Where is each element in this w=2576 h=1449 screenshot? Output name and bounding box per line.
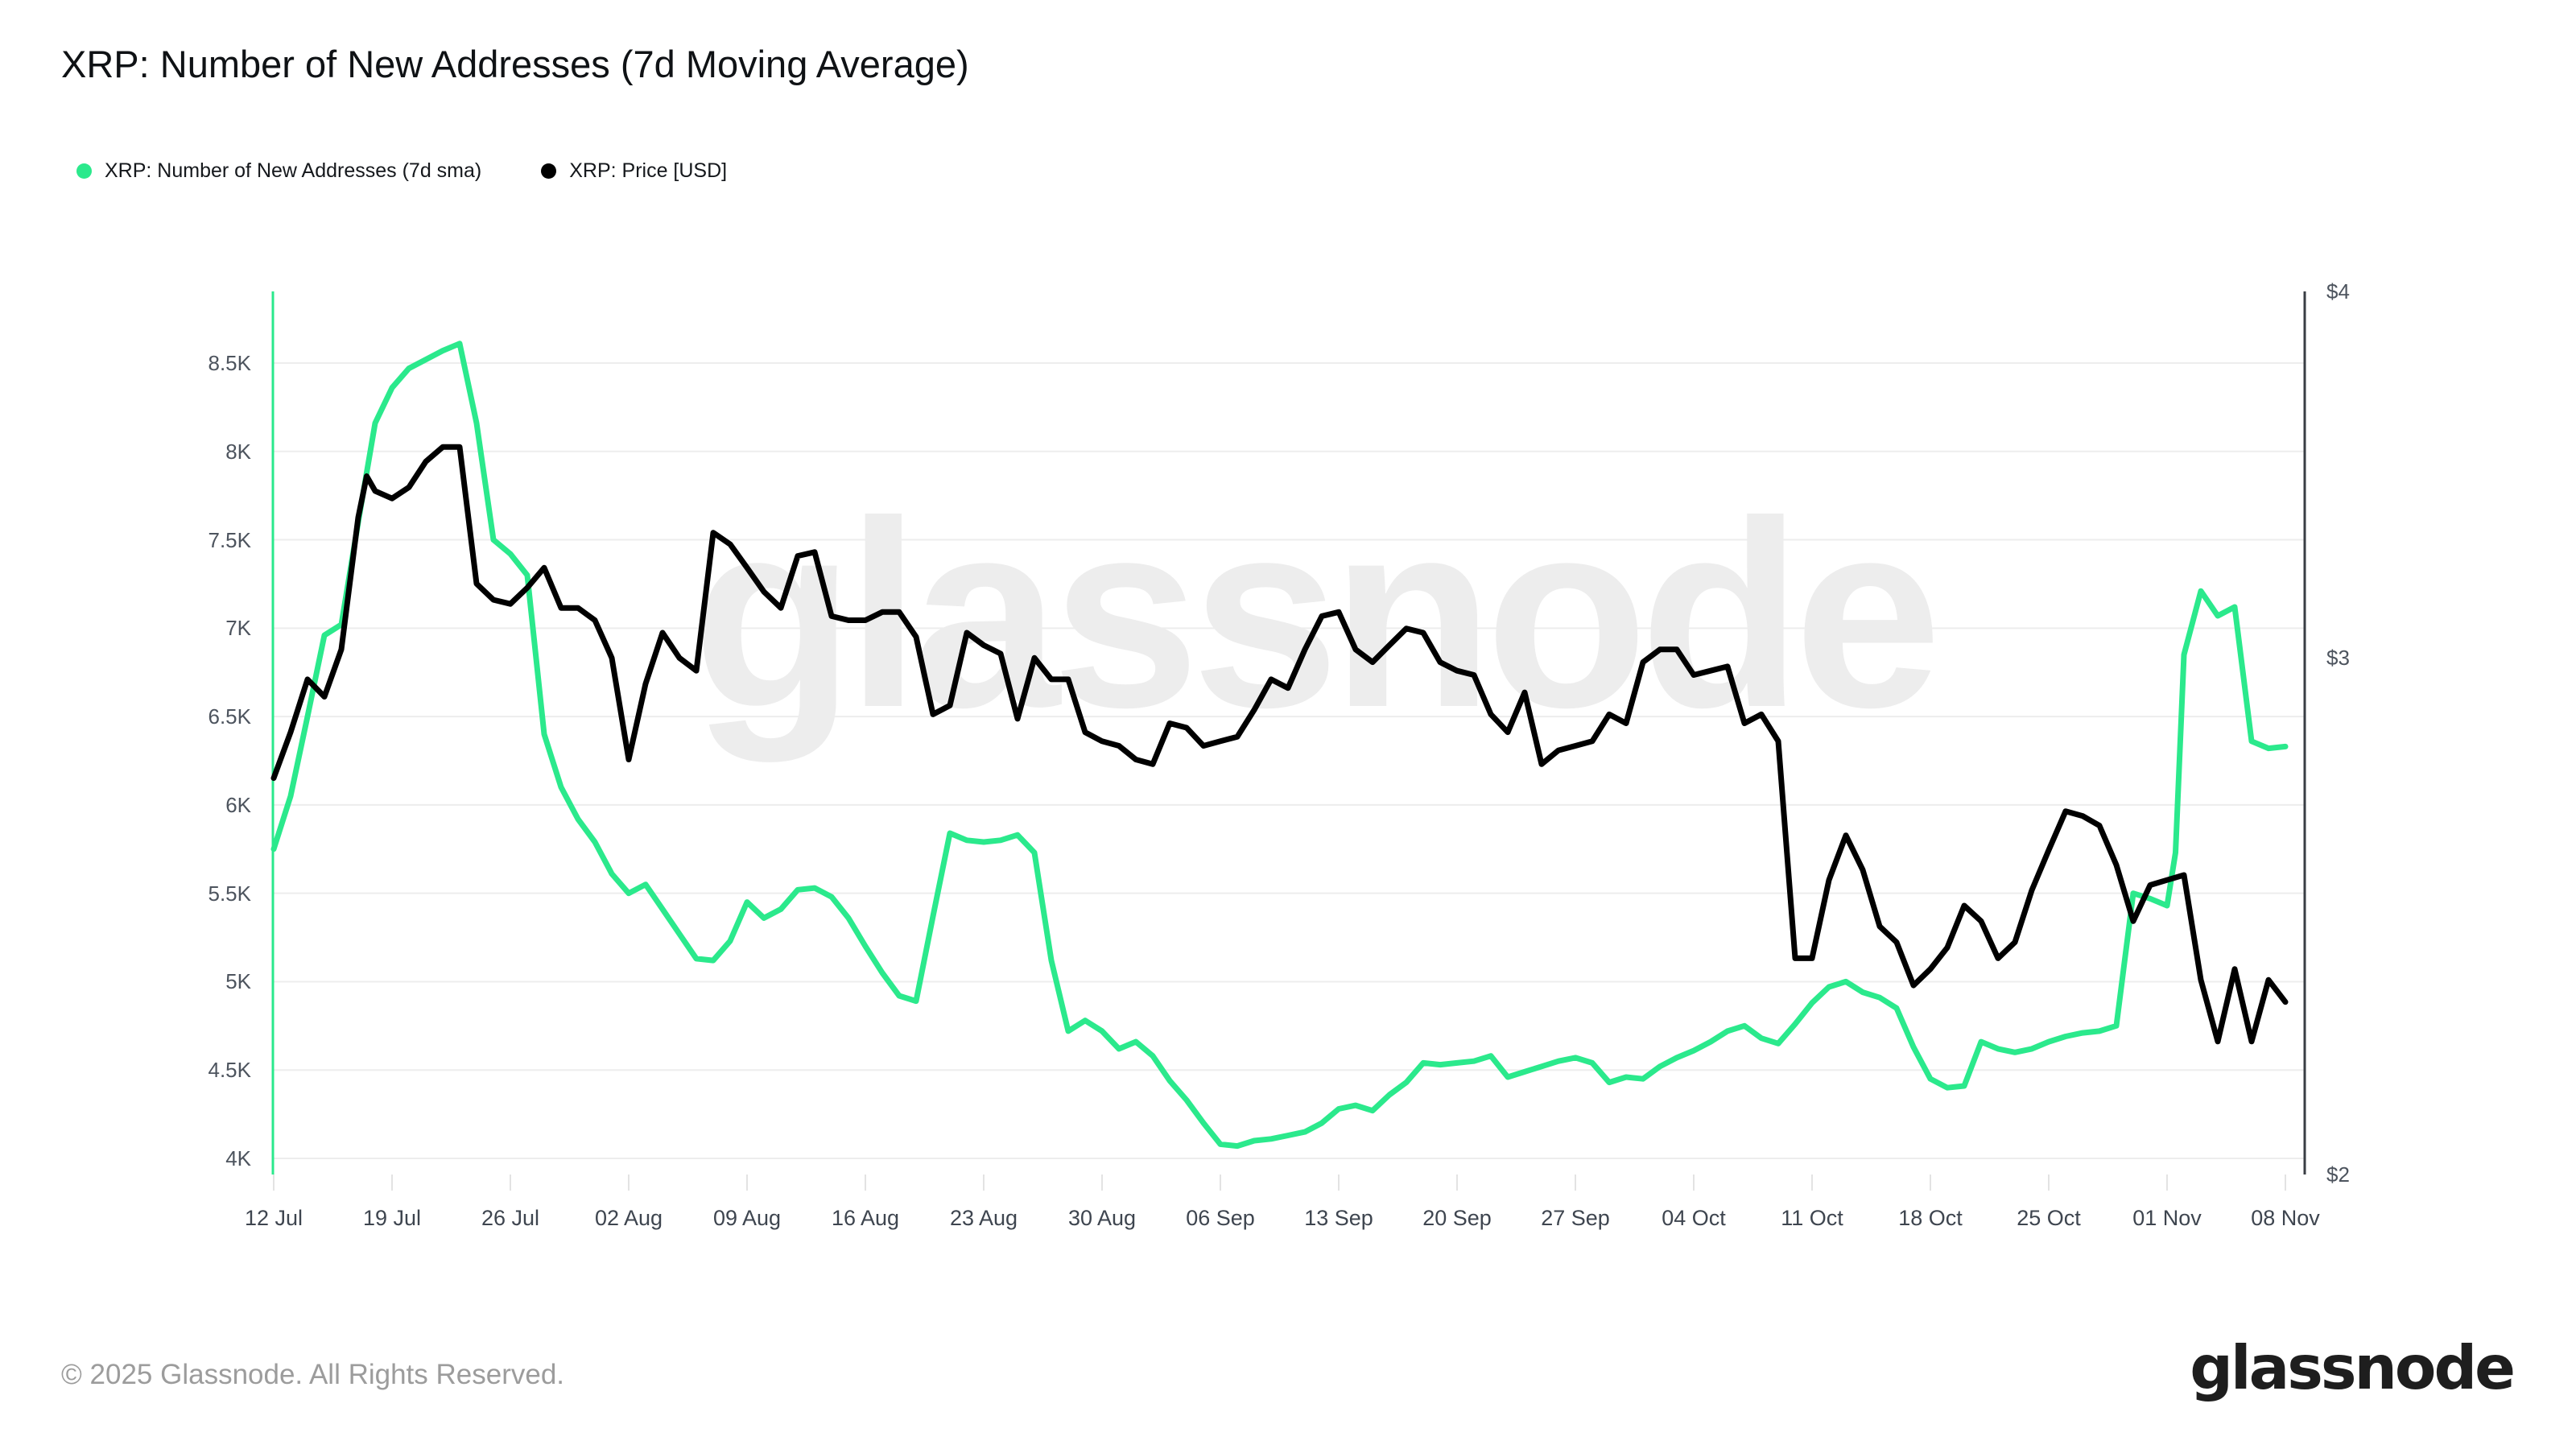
x-axis-label: 23 Aug (949, 1206, 1018, 1230)
x-axis-label: 09 Aug (712, 1206, 782, 1230)
legend-swatch-price-icon (541, 163, 557, 179)
series-line-new-addresses (270, 341, 2289, 1150)
x-axis-label: 18 Oct (1898, 1206, 1963, 1230)
legend-label-new-addresses: XRP: Number of New Addresses (7d sma) (105, 159, 482, 182)
x-axis-label: 19 Jul (362, 1206, 422, 1230)
y-axis-left-label: 8K (225, 439, 251, 464)
series-line-price (270, 444, 2289, 1045)
y-axis-left-label: 5.5K (208, 881, 252, 906)
legend-item-price[interactable]: XRP: Price [USD] (541, 159, 727, 183)
y-axis-left-label: 4K (225, 1146, 251, 1170)
legend-swatch-new-addresses-icon (76, 163, 92, 179)
x-axis-label: 27 Sep (1541, 1206, 1610, 1230)
x-axis-label: 04 Oct (1662, 1206, 1726, 1230)
legend: XRP: Number of New Addresses (7d sma) XR… (76, 159, 727, 183)
x-axis-label: 20 Sep (1422, 1206, 1492, 1230)
legend-item-new-addresses[interactable]: XRP: Number of New Addresses (7d sma) (76, 159, 481, 183)
x-axis-label: 06 Sep (1186, 1206, 1255, 1230)
copyright-text: © 2025 Glassnode. All Rights Reserved. (61, 1359, 565, 1390)
x-axis-label: 13 Sep (1304, 1206, 1373, 1230)
x-axis-label: 11 Oct (1781, 1206, 1843, 1230)
y-axis-left-label: 6K (225, 792, 251, 817)
x-axis-label: 01 Nov (2132, 1206, 2202, 1230)
y-axis-right-label: $2 (2326, 1162, 2350, 1187)
y-axis-left-label: 5K (225, 969, 251, 994)
x-axis-label: 02 Aug (594, 1206, 663, 1230)
y-axis-left-label: 8.5K (208, 351, 252, 375)
y-axis-left-label: 6.5K (208, 704, 252, 729)
x-axis-label: 25 Oct (2017, 1206, 2081, 1230)
x-axis-label: 26 Jul (481, 1206, 540, 1230)
x-axis-label: 16 Aug (831, 1206, 900, 1230)
y-axis-left-label: 7.5K (208, 527, 252, 552)
y-axis-left-label: 7K (225, 616, 251, 641)
x-axis-label: 12 Jul (244, 1206, 303, 1230)
y-axis-right-label: $4 (2326, 279, 2350, 303)
page-title: XRP: Number of New Addresses (7d Moving … (61, 43, 969, 85)
y-axis-right-label: $3 (2326, 646, 2350, 671)
legend-label-price: XRP: Price [USD] (569, 159, 728, 182)
x-axis-label: 30 Aug (1067, 1206, 1137, 1230)
x-axis-label: 08 Nov (2251, 1206, 2320, 1230)
y-axis-left-label: 4.5K (208, 1058, 252, 1083)
glassnode-logo: glassnode (2190, 1332, 2516, 1403)
